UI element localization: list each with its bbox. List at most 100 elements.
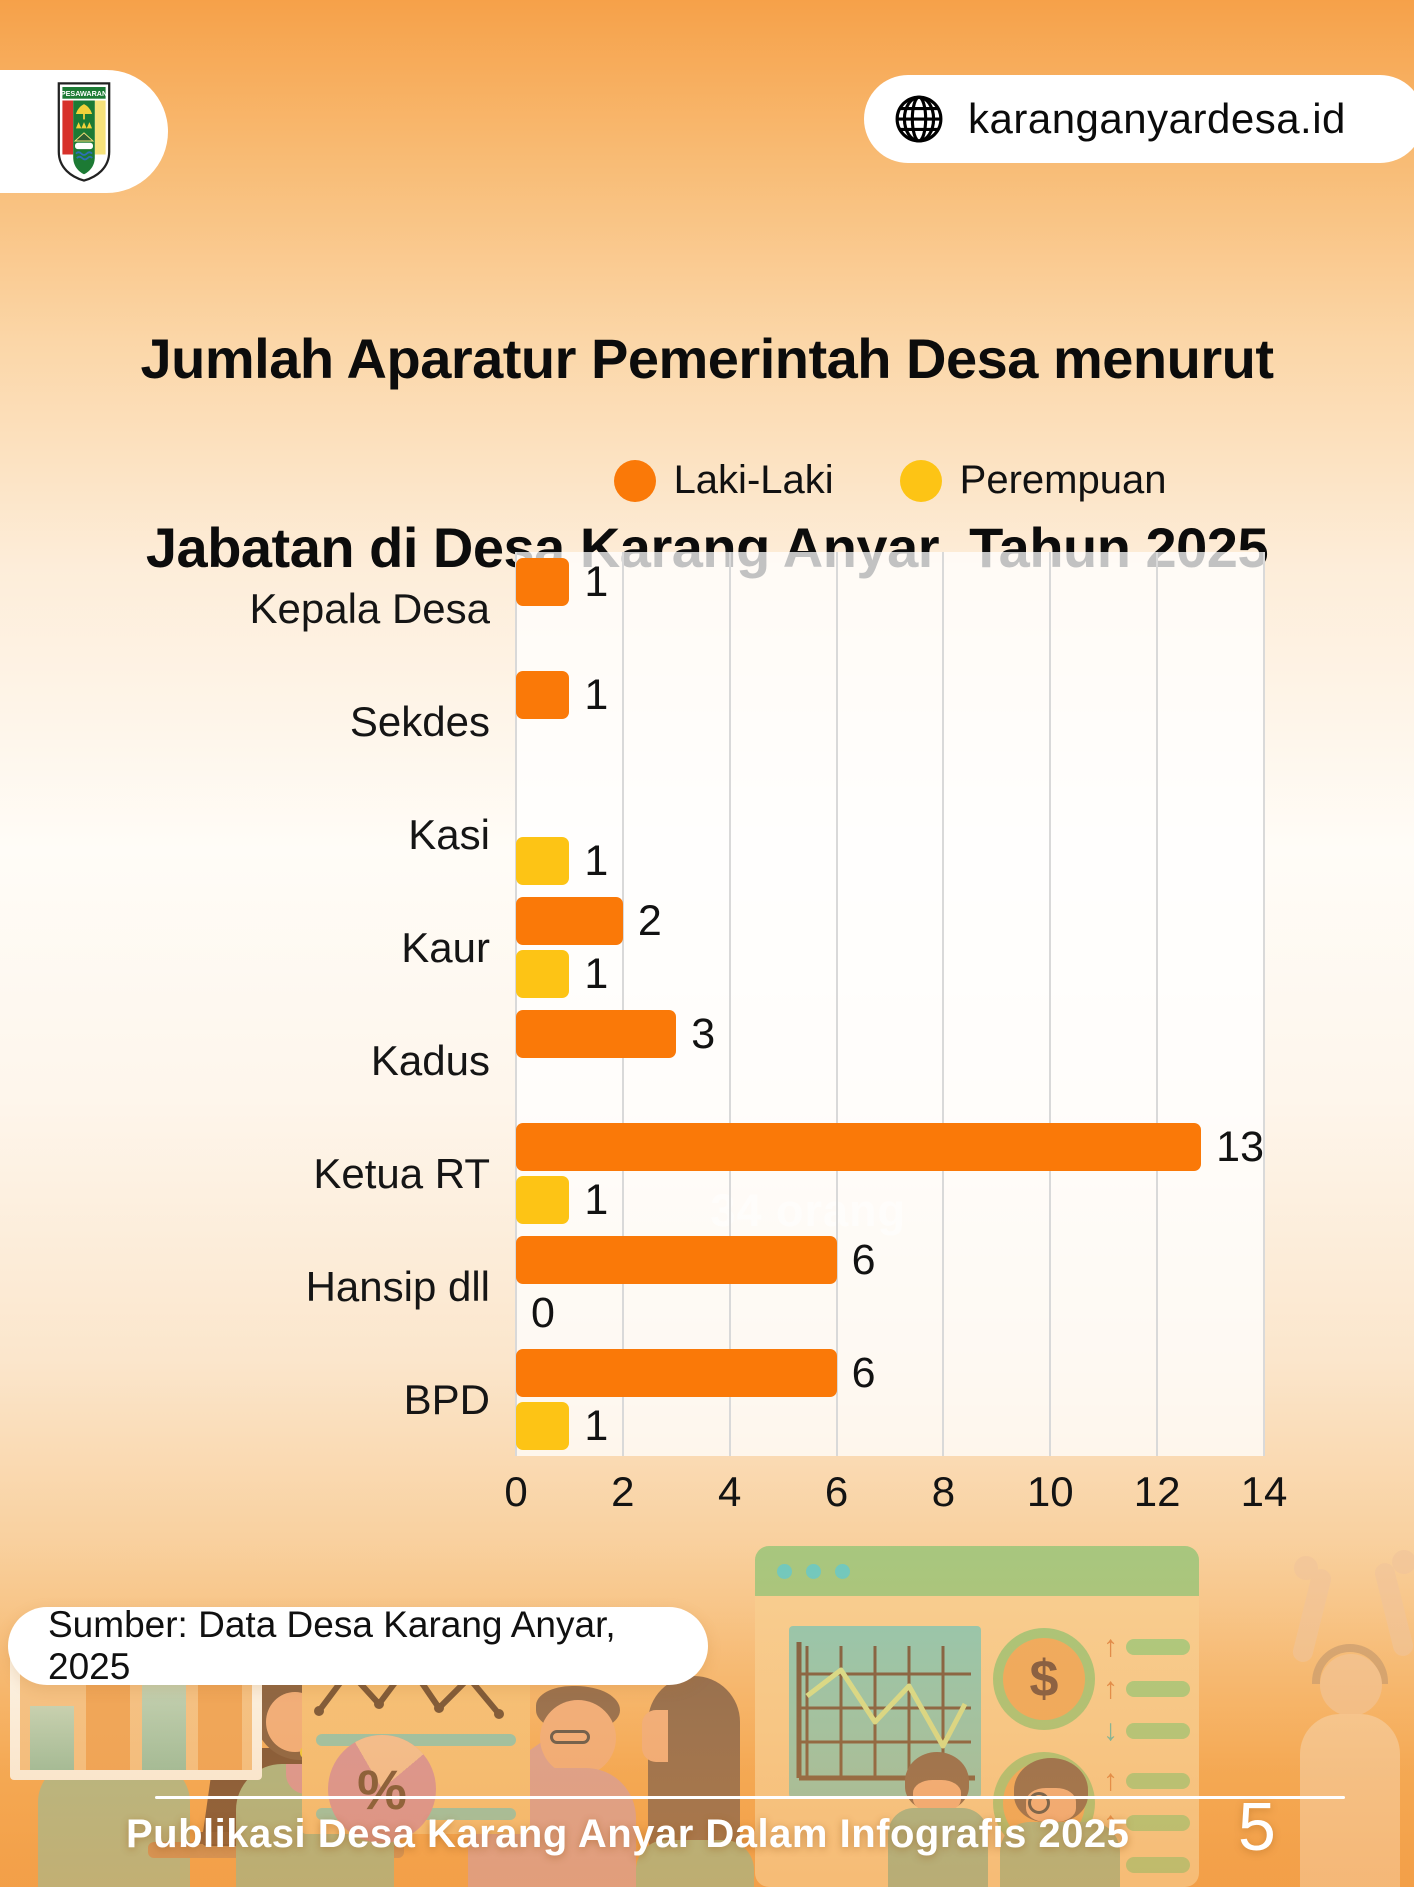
page-number: 5 <box>1238 1789 1276 1865</box>
gridline <box>942 552 945 1456</box>
stat-bar <box>1126 1639 1190 1655</box>
pie-chart-illustration: % <box>328 1735 436 1843</box>
woman2-body <box>636 1840 754 1887</box>
website-pill: karanganyardesa.id <box>864 75 1414 163</box>
bar-male <box>516 671 570 719</box>
stat-bar <box>1126 1681 1190 1697</box>
gridline <box>835 552 838 1456</box>
gridline <box>1049 552 1052 1456</box>
dollar-coin-illustration: $ <box>993 1628 1095 1730</box>
bar-value-label: 1 <box>584 836 609 885</box>
bar-value-label: 3 <box>691 1009 716 1058</box>
stat-row: ↓ <box>1103 1714 1190 1748</box>
celebrate-arm <box>1290 1566 1334 1665</box>
legend-label: Perempuan <box>959 458 1167 502</box>
bar-female <box>516 1402 570 1450</box>
man-glasses <box>550 1730 590 1744</box>
chart-row: BPD 6 1 <box>148 1343 1268 1456</box>
chart-row: Kaur 2 1 <box>148 891 1268 1004</box>
x-axis: 0 2 4 6 8 10 12 14 <box>504 1468 1287 1528</box>
chart-row: Ketua RT 13 1 <box>148 1117 1268 1230</box>
bar-slot: 1 <box>516 671 1264 719</box>
bar-value-label: 6 <box>851 1348 876 1397</box>
bar-slot: 1 <box>516 558 1264 606</box>
bar-male <box>516 1123 1202 1171</box>
celebrate-body <box>1300 1714 1400 1887</box>
woman2-face <box>642 1710 668 1762</box>
celebrate-arm <box>1372 1560 1414 1659</box>
bar-group: 3 <box>516 1004 1264 1117</box>
bar-value-label: 13 <box>1216 1122 1264 1171</box>
window-titlebar <box>755 1546 1199 1596</box>
bar-value-label: 1 <box>584 557 609 606</box>
chart-row: Sekdes 1 <box>148 665 1268 778</box>
page-title: Jumlah Aparatur Pemerintah Desa menurut … <box>0 203 1414 705</box>
category-label: Sekdes <box>349 697 490 745</box>
chart-row: Hansip dll 6 0 <box>148 1230 1268 1343</box>
viewer1-body <box>888 1808 988 1887</box>
pie-wedge <box>328 1735 436 1843</box>
gridline <box>1156 552 1159 1456</box>
bar-value-label: 2 <box>637 896 662 945</box>
chart-legend: Laki-Laki Perempuan <box>516 458 1264 503</box>
x-axis-tick: 14 <box>1240 1468 1288 1515</box>
bar-slot: 0 <box>516 1289 1264 1337</box>
x-axis-tick: 2 <box>611 1468 635 1515</box>
bar-female <box>516 837 570 885</box>
category-label: Kasi <box>408 810 490 858</box>
logo-pill: PESAWARAN <box>0 70 168 193</box>
bar-male <box>516 1010 677 1058</box>
bar-group: 1 <box>516 665 1264 778</box>
window-dot-icon <box>806 1563 821 1579</box>
category-label: Kepala Desa <box>249 584 491 632</box>
chart-row: Kepala Desa 1 <box>148 552 1268 665</box>
category-label: BPD <box>403 1375 490 1423</box>
bar-value-label: 0 <box>531 1288 555 1337</box>
bar-slot: 6 <box>516 1236 1264 1284</box>
percent-icon: % <box>357 1757 407 1821</box>
category-label: Kaur <box>401 923 490 971</box>
chart-row: Kadus 3 <box>148 1004 1268 1117</box>
board-bar <box>30 1706 74 1770</box>
bar-female <box>516 1176 570 1224</box>
woman2-hair <box>648 1676 740 1866</box>
bar-value-label: 1 <box>584 1401 609 1450</box>
legend-label: Laki-Laki <box>673 458 834 502</box>
chart-row: Kasi 1 <box>148 778 1268 891</box>
dollar-icon: $ <box>1003 1638 1085 1720</box>
bar-slot: 6 <box>516 1349 1264 1397</box>
bar-male <box>516 1349 837 1397</box>
footer-divider <box>155 1796 1345 1799</box>
website-url: karanganyardesa.id <box>968 95 1346 142</box>
legend-item: Perempuan <box>899 458 1167 503</box>
stat-bar <box>1126 1857 1190 1873</box>
stat-bar <box>1126 1773 1190 1789</box>
legend-dot-icon <box>899 459 942 502</box>
gridline <box>515 552 517 1456</box>
bar-slot <box>516 611 1264 659</box>
legend-item: Laki-Laki <box>613 458 834 503</box>
stat-row: ↑ <box>1103 1764 1190 1798</box>
stat-row: ↑ <box>1103 1630 1190 1664</box>
bar-slot: 3 <box>516 1010 1264 1058</box>
bar-slot: 13 <box>516 1123 1264 1171</box>
logo-banner-label: PESAWARAN <box>61 89 107 98</box>
panel-line <box>316 1734 516 1746</box>
source-text: Sumber: Data Desa Karang Anyar, 2025 <box>48 1604 616 1687</box>
bar-slot: 1 <box>516 1176 1264 1224</box>
bar-group: 13 1 <box>516 1117 1264 1230</box>
bar-slot <box>516 784 1264 832</box>
boy-body <box>38 1762 190 1887</box>
plot-area: 34 orang <box>515 552 1265 1456</box>
legend-dot-icon <box>613 459 656 502</box>
stat-bar <box>1126 1723 1190 1739</box>
stat-row: ↑ <box>1103 1672 1190 1706</box>
viewer2-body <box>1000 1822 1120 1887</box>
category-label: Kadus <box>370 1036 490 1084</box>
category-label: Hansip dll <box>305 1262 490 1310</box>
bar-male <box>516 558 570 606</box>
arrow-up-icon: ↑ <box>1103 1672 1118 1705</box>
bar-female <box>516 950 570 998</box>
